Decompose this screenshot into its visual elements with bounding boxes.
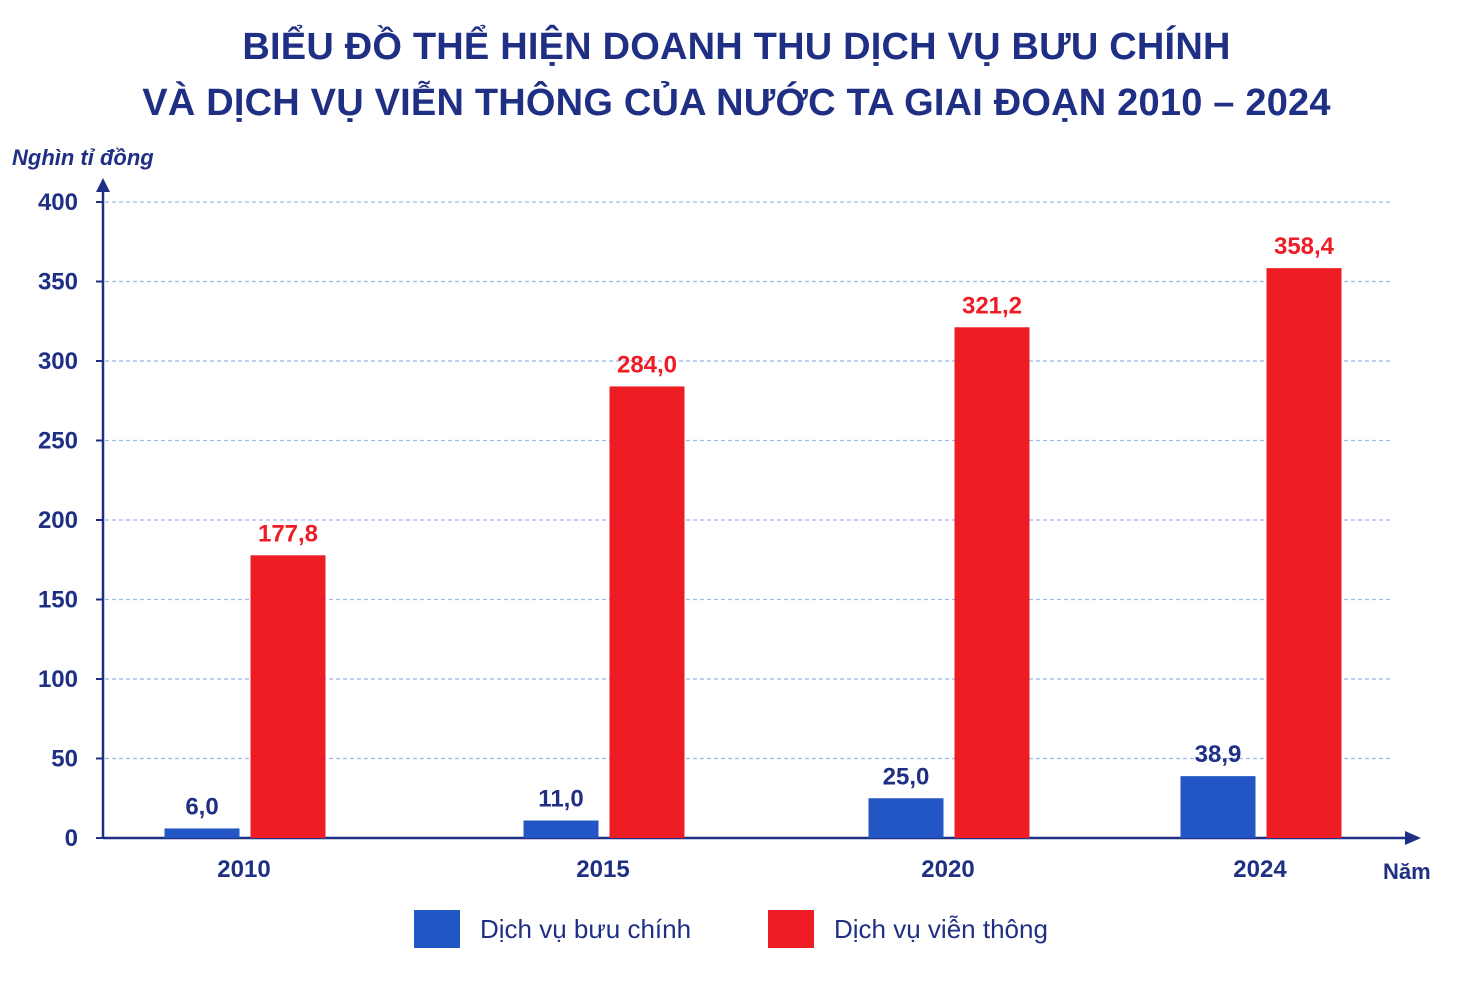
legend-label-postal: Dịch vụ bưu chính bbox=[480, 913, 692, 944]
x-axis-label: Năm bbox=[1383, 859, 1431, 884]
bar-telecom bbox=[609, 386, 685, 838]
legend-label-telecom: Dịch vụ viễn thông bbox=[834, 913, 1048, 944]
y-tick-label: 400 bbox=[38, 189, 78, 216]
bar-chart: 0 50 100 150 200 250 300 350 400 Nghìn tỉ đồng Năm… bbox=[12, 145, 1431, 884]
x-tick-label: 2020 bbox=[921, 856, 974, 883]
chart-title-line-1: BIỂU ĐỒ THỂ HIỆN DOANH THU DỊCH VỤ BƯU C… bbox=[242, 26, 1231, 68]
x-tick-label: 2024 bbox=[1233, 856, 1287, 883]
y-tick-label: 50 bbox=[51, 746, 78, 773]
bar-telecom bbox=[1266, 268, 1342, 838]
bar-postal bbox=[523, 820, 599, 838]
bar-postal bbox=[164, 828, 240, 838]
bar-telecom bbox=[250, 555, 326, 838]
legend-swatch-postal bbox=[414, 910, 460, 948]
data-label-telecom: 358,4 bbox=[1274, 233, 1335, 260]
data-label-telecom: 321,2 bbox=[962, 292, 1022, 319]
y-axis-label: Nghìn tỉ đồng bbox=[12, 145, 154, 170]
legend-item-telecom: Dịch vụ viễn thông bbox=[768, 908, 1048, 950]
bar-postal bbox=[1180, 776, 1256, 838]
bar-postal bbox=[868, 798, 944, 838]
legend-item-postal: Dịch vụ bưu chính bbox=[414, 908, 691, 950]
y-tick-label: 150 bbox=[38, 587, 78, 614]
data-label-postal: 25,0 bbox=[883, 763, 930, 790]
data-label-postal: 11,0 bbox=[538, 786, 583, 813]
bar-telecom bbox=[954, 327, 1030, 838]
y-axis-arrow bbox=[96, 178, 110, 192]
y-tick-label: 200 bbox=[38, 507, 78, 534]
y-tick-label: 0 bbox=[65, 825, 78, 852]
y-tick-label: 250 bbox=[38, 428, 78, 455]
y-tick-label: 300 bbox=[38, 348, 78, 375]
legend: Dịch vụ bưu chính Dịch vụ viễn thông bbox=[0, 908, 1473, 950]
y-tick-label: 100 bbox=[38, 666, 78, 693]
x-tick-label: 2015 bbox=[576, 856, 629, 883]
x-axis-arrow bbox=[1405, 831, 1421, 845]
data-label-postal: 6,0 bbox=[185, 793, 218, 820]
data-label-telecom: 177,8 bbox=[258, 520, 318, 547]
data-label-telecom: 284,0 bbox=[617, 351, 677, 378]
data-label-postal: 38,9 bbox=[1195, 741, 1242, 768]
chart-title-line-2: VÀ DỊCH VỤ VIỄN THÔNG CỦA NƯỚC TA GIAI Đ… bbox=[142, 82, 1331, 124]
y-tick-label: 350 bbox=[38, 269, 78, 296]
legend-swatch-telecom bbox=[768, 910, 814, 948]
x-tick-label: 2010 bbox=[217, 856, 270, 883]
